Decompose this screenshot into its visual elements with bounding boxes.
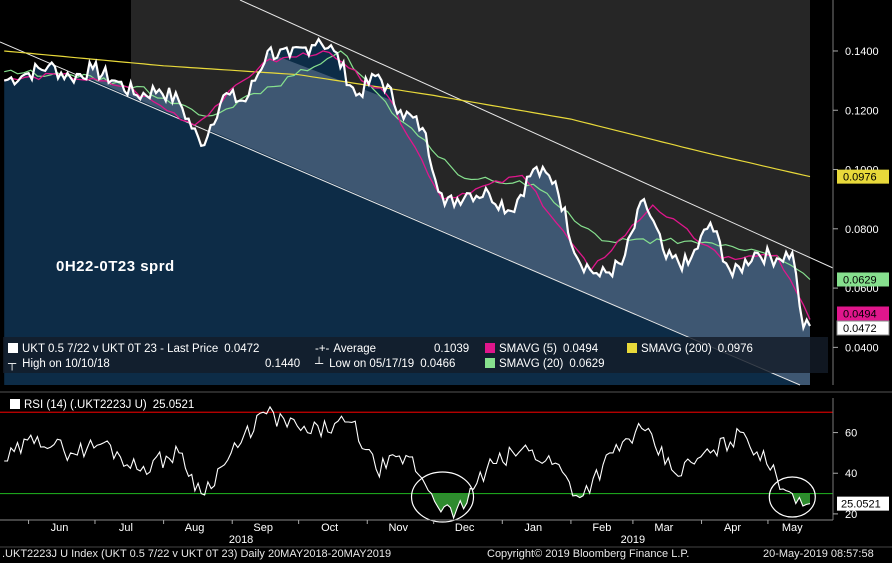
legend-low-value: 0.0466: [420, 358, 456, 370]
rsi-highlight-circle: [410, 471, 475, 523]
x-tick-label: Nov: [388, 522, 408, 534]
rsi-swatch-icon: [10, 399, 20, 409]
legend-sma5: SMAVG (5) 0.0494: [485, 342, 598, 356]
rsi-line: [4, 405, 811, 520]
legend-low: ┴ Low on 05/17/19 0.0466: [315, 357, 455, 371]
axis-layer: 0.04000.06000.08000.10000.12000.14000.09…: [0, 0, 892, 548]
legend-high-label: High on 10/10/18: [22, 358, 110, 370]
legend-average-value: 0.1039: [434, 343, 470, 355]
x-tick-label: Jul: [119, 522, 133, 534]
low-marker-icon: ┴: [315, 358, 324, 370]
chart-title: 0H22-0T23 sprd: [56, 258, 175, 275]
rsi-tick-label: 20: [845, 509, 857, 521]
last-value-tag: 0.0629: [837, 272, 889, 287]
x-tick-label: Jan: [524, 522, 542, 534]
legend-sma200-label: SMAVG (200): [641, 343, 712, 355]
x-tick-label: Apr: [724, 522, 741, 534]
rsi-legend: RSI (14) (.UKT2223J U) 25.0521: [10, 399, 194, 411]
rsi-legend-label: RSI (14) (.UKT2223J U): [24, 399, 147, 411]
sma20-line: [4, 50, 811, 280]
sma5-line: [3, 50, 811, 320]
price-swatch-icon: [8, 343, 18, 353]
x-tick-label: Mar: [654, 522, 673, 534]
footer-index: .UKT2223J U Index (UKT 0.5 7/22 v UKT 0T…: [2, 548, 392, 560]
last-value-tag-bg: [837, 169, 889, 184]
price-tick-label: 0.1400: [845, 46, 879, 58]
price-tick-label: 0.0800: [845, 224, 879, 236]
price-line: [3, 36, 811, 332]
price-tick-label: 0.0400: [845, 342, 879, 354]
rsi-last-value-bg: [837, 496, 889, 511]
sma200-swatch-icon: [627, 343, 637, 353]
legend-sma20-label: SMAVG (20): [499, 358, 564, 370]
legend-high-value: 0.1440: [265, 358, 301, 370]
legend-price-value: 0.0472: [224, 343, 260, 355]
legend-sma200: SMAVG (200) 0.0976: [627, 342, 753, 356]
legend-price-label: UKT 0.5 7/22 v UKT 0T 23 - Last Price: [22, 343, 219, 355]
legend-high: ┬ High on 10/10/18: [8, 357, 110, 371]
rsi-tick-label: 60: [845, 428, 857, 440]
last-value-tag-text: 0.0976: [843, 172, 877, 184]
footer: .UKT2223J U Index (UKT 0.5 7/22 v UKT 0T…: [0, 548, 892, 563]
last-value-tag: 0.0472: [836, 320, 890, 336]
rsi-last-value-text: 25.0521: [841, 499, 881, 511]
price-tick-label: 0.1200: [845, 105, 879, 117]
channel-lower-line: [0, 41, 801, 386]
x-tick-label: Oct: [321, 522, 338, 534]
legend-sma20: SMAVG (20) 0.0629: [485, 357, 605, 371]
average-marker-icon: -+-: [315, 343, 330, 355]
legend-sma5-label: SMAVG (5): [499, 343, 557, 355]
legend-panel: UKT 0.5 7/22 v UKT 0T 23 - Last Price 0.0…: [3, 337, 828, 373]
rsi-legend-value: 25.0521: [152, 399, 195, 411]
x-tick-label: May: [782, 522, 803, 534]
last-value-tag-text: 0.0629: [843, 274, 877, 286]
last-value-tag-text: 0.0472: [843, 323, 877, 335]
footer-copyright: Copyright© 2019 Bloomberg Finance L.P.: [487, 548, 690, 560]
legend-sma200-value: 0.0976: [717, 343, 753, 355]
x-tick-label: Jun: [51, 522, 69, 534]
rsi-panel: [0, 398, 833, 523]
legend-sma20-value: 0.0629: [569, 358, 605, 370]
legend-average-label: Average: [333, 343, 377, 355]
legend-sma5-value: 0.0494: [562, 343, 599, 355]
legend-average: -+- Average: [315, 342, 376, 356]
x-year-label: 2018: [229, 534, 253, 546]
last-value-tag: 0.0494: [837, 306, 889, 321]
last-value-tag-text: 0.0494: [843, 308, 877, 320]
high-marker-icon: ┬: [8, 358, 17, 370]
last-value-tag-bg: [837, 306, 889, 321]
channel-upper-line: [239, 0, 834, 269]
price-panel: [0, 0, 834, 386]
sma200-line: [4, 50, 811, 178]
rsi-tick-label: 40: [845, 468, 857, 480]
rsi-background: [0, 398, 833, 520]
last-value-tag-bg: [836, 320, 890, 336]
rsi-last-value-tag: 25.0521: [837, 496, 889, 511]
sma5-swatch-icon: [485, 343, 495, 353]
rsi-highlight-circle: [768, 476, 816, 518]
legend-price: UKT 0.5 7/22 v UKT 0T 23 - Last Price 0.0…: [8, 342, 259, 356]
x-tick-label: Sep: [253, 522, 273, 534]
legend-low-label: Low on 05/17/19: [329, 358, 415, 370]
last-value-tag: 0.0976: [837, 169, 889, 184]
x-tick-label: Aug: [185, 522, 205, 534]
x-tick-label: Feb: [592, 522, 611, 534]
sma20-swatch-icon: [485, 358, 495, 368]
footer-timestamp: 20-May-2019 08:57:58: [763, 548, 874, 560]
x-tick-label: Dec: [455, 522, 475, 534]
x-year-label: 2019: [621, 534, 645, 546]
last-value-tag-bg: [837, 272, 889, 287]
